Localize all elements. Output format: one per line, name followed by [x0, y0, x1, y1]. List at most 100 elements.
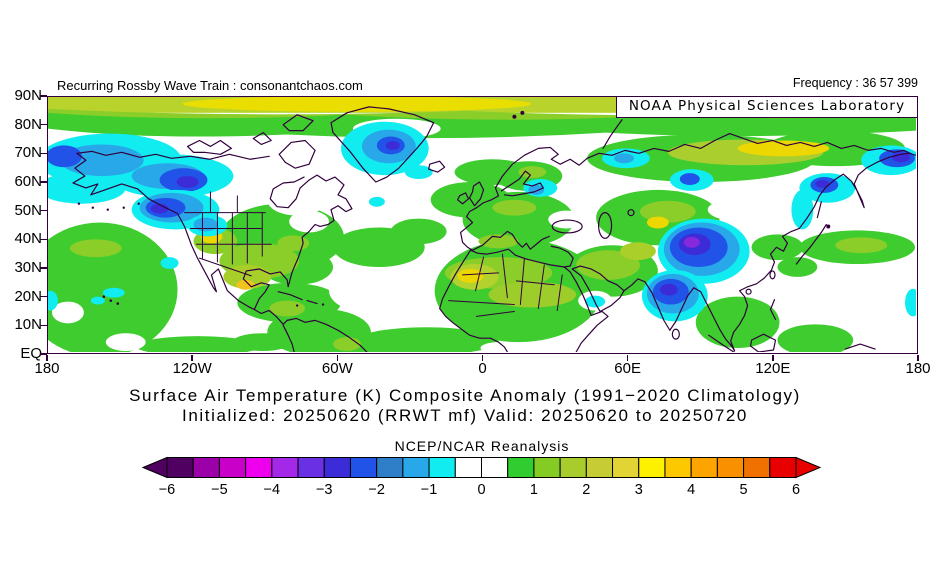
coast-baltic — [500, 170, 544, 197]
coast-novaya-zemlya — [602, 119, 623, 149]
chart-subtitle: Initialized: 20250620 (RRWT mf) Valid: 2… — [182, 406, 748, 425]
lon-tick-mark — [336, 355, 339, 361]
colorbar-tick-label: −3 — [315, 482, 333, 498]
colorbar-cell — [376, 457, 404, 478]
lat-tick-label: 40N — [14, 230, 42, 248]
colorbar-tick-label: 2 — [582, 482, 591, 498]
coast-sri-lanka — [671, 328, 680, 340]
coast-japan — [795, 201, 827, 265]
temperature-anomaly-map — [47, 96, 918, 354]
colorbar-cell — [166, 457, 194, 478]
colorbar-cell — [716, 457, 745, 478]
coast-europe-med — [459, 187, 574, 268]
coast-central-america — [253, 308, 288, 325]
borders-north-america — [184, 191, 272, 277]
colorbar — [141, 456, 822, 479]
colorbar-cell — [297, 457, 325, 478]
lat-tick-mark — [40, 95, 47, 97]
colorbar-cell — [664, 457, 692, 478]
header-source-label: Recurring Rossby Wave Train : consonantc… — [57, 78, 363, 93]
lat-tick-mark — [40, 238, 47, 241]
colorbar-tick-label: 6 — [791, 482, 801, 498]
colorbar-cell — [533, 457, 561, 478]
island-dots — [77, 110, 831, 307]
map-canvas — [48, 97, 916, 352]
coast-black-sea — [551, 219, 583, 234]
lat-tick-label: 20N — [14, 287, 42, 305]
lat-tick-label: 90N — [14, 87, 42, 104]
colorbar-tick-label: 5 — [739, 482, 748, 498]
colorbar-tick-label: −4 — [263, 482, 281, 498]
lat-tick-label: 50N — [14, 201, 42, 219]
lon-tick-mark — [917, 355, 919, 361]
lat-tick-label: 30N — [14, 259, 42, 276]
coastlines — [72, 106, 916, 352]
coast-greenland — [330, 106, 435, 183]
colorbar-tick-label: −2 — [368, 482, 385, 498]
lon-tick-label: 60W — [321, 360, 353, 377]
lon-tick-label: 120E — [755, 360, 791, 377]
coast-aral — [627, 209, 635, 217]
colorbar-cell — [612, 457, 640, 478]
lat-tick-mark — [40, 123, 47, 126]
colorbar-cell — [402, 457, 430, 478]
colorbar-tick-label: 0 — [477, 482, 486, 498]
lon-tick-mark — [626, 355, 629, 361]
coast-arctic-islands — [186, 114, 316, 169]
coast-na-east — [242, 174, 353, 311]
coast-taiwan — [769, 270, 776, 280]
colorbar-tick-label: 1 — [529, 482, 538, 498]
coast-new-guinea — [844, 343, 876, 350]
lat-tick-mark — [40, 209, 47, 212]
colorbar-tick-label: −5 — [211, 482, 228, 498]
frequency-label: Frequency : 36 57 399 — [792, 76, 918, 90]
lat-tick-label: 60N — [14, 173, 42, 190]
coast-borneo — [749, 333, 777, 352]
lon-tick-label: 120W — [172, 360, 212, 377]
lat-tick-label: 80N — [14, 115, 42, 133]
coast-hudson-bay — [269, 176, 310, 209]
coast-south-asia — [623, 227, 801, 352]
colorbar-cell — [743, 457, 771, 478]
coast-north-america — [72, 152, 255, 311]
noaa-psl-box: NOAA Physical Sciences Laboratory — [616, 96, 918, 118]
coast-africa-west — [439, 249, 509, 352]
colorbar-cell — [454, 457, 482, 478]
colorbar-cell — [638, 457, 666, 478]
lat-tick-mark — [40, 181, 47, 183]
coast-siberia-arctic — [586, 132, 910, 159]
lat-tick-label: EQ — [20, 345, 42, 362]
lon-tick-mark — [46, 355, 48, 361]
colorbar-tick-label: −1 — [420, 482, 438, 498]
coast-sumatra — [708, 334, 735, 352]
coast-caribbean — [277, 291, 318, 305]
coast-africa-east — [563, 266, 609, 352]
colorbar-cell — [585, 457, 614, 478]
lat-tick-label: 70N — [14, 144, 42, 162]
colorbar-tick-label: 4 — [687, 482, 696, 498]
chart-title: Surface Air Temperature (K) Composite An… — [129, 386, 801, 405]
lon-tick-label: 0 — [478, 360, 487, 377]
colorbar-cell — [218, 457, 247, 478]
lon-tick-label: 60E — [614, 360, 641, 377]
colorbar-cell — [349, 457, 378, 478]
colorbar-title: NCEP/NCAR Reanalysis — [394, 438, 570, 454]
lat-tick-mark — [40, 324, 47, 327]
lat-tick-mark — [40, 353, 47, 355]
coast-scandinavia — [494, 146, 588, 189]
colorbar-tick-label: 3 — [634, 482, 643, 498]
lat-tick-mark — [40, 295, 47, 298]
lon-tick-mark — [772, 355, 774, 361]
lat-tick-label: 10N — [14, 316, 42, 334]
colorbar-cell — [769, 457, 797, 478]
lon-tick-label: 180 — [34, 360, 60, 377]
coast-africa-north — [469, 248, 565, 268]
coast-south-america — [282, 317, 368, 352]
colorbar-cell — [271, 457, 299, 478]
coast-arabia — [571, 265, 625, 313]
coast-iceland — [428, 160, 446, 173]
lon-tick-mark — [191, 355, 193, 361]
coast-philippines — [769, 299, 777, 320]
lon-tick-label: 180 — [905, 360, 930, 377]
